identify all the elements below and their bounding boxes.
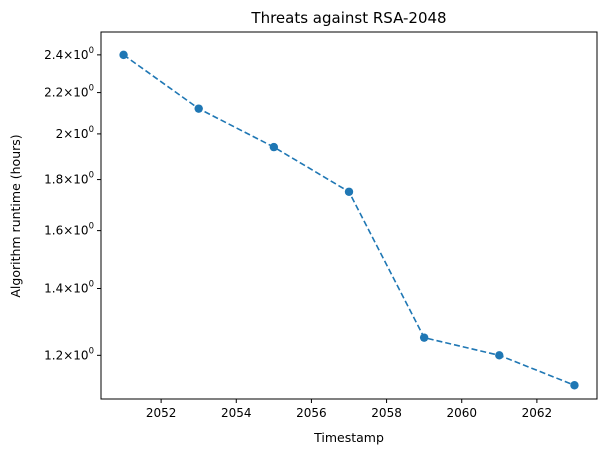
y-tick-label: 1.4×100 [44, 280, 94, 296]
x-tick-label: 2062 [522, 406, 553, 420]
data-point [495, 351, 504, 360]
x-tick-label: 2058 [371, 406, 402, 420]
y-tick-mantissa: 1.8 [44, 173, 63, 187]
chart-title: Threats against RSA-2048 [250, 9, 446, 27]
y-tick-exponent: 0 [89, 171, 94, 181]
y-tick-power-base: 10 [73, 224, 88, 238]
y-tick-mantissa: 2 [56, 127, 64, 141]
data-point [269, 142, 279, 152]
y-tick-power-base: 10 [73, 348, 88, 362]
y-axis-label: Algorithm runtime (hours) [8, 134, 23, 297]
data-point [119, 50, 128, 60]
y-tick-label: 2.4×100 [44, 46, 94, 62]
y-tick-mantissa: 2.4 [44, 48, 63, 62]
y-tick-label: 2.2×100 [44, 84, 94, 100]
x-axis-label: Timestamp [313, 430, 384, 445]
plot-frame [100, 31, 598, 400]
y-tick-exponent: 0 [89, 46, 94, 56]
y-tick-times: × [63, 348, 73, 362]
y-tick-power-base: 10 [73, 86, 88, 100]
plot-area [119, 50, 579, 390]
y-tick-power-base: 10 [73, 173, 88, 187]
x-tick-label: 2052 [146, 406, 177, 420]
y-tick-times: × [63, 48, 73, 62]
y-tick-mantissa: 1.6 [44, 224, 63, 238]
series-line [123, 54, 575, 386]
y-tick-times: × [63, 86, 73, 100]
data-point [570, 381, 579, 390]
y-tick-label: 1.2×100 [44, 346, 94, 362]
y-tick-power-base: 10 [73, 48, 88, 62]
y-tick-exponent: 0 [89, 222, 94, 232]
data-point [194, 104, 203, 113]
y-tick-times: × [63, 224, 73, 238]
y-tick-exponent: 0 [89, 125, 94, 135]
y-tick-label: 1.8×100 [44, 171, 94, 187]
y-tick-label: 1.6×100 [44, 222, 94, 238]
y-tick-power-base: 10 [73, 127, 88, 141]
y-tick-exponent: 0 [89, 280, 94, 290]
y-tick-exponent: 0 [89, 84, 94, 94]
y-tick-times: × [63, 282, 73, 296]
y-tick-exponent: 0 [89, 346, 94, 356]
x-axis: 2052 2054 2056 2058 2060 2062 [146, 399, 552, 420]
y-tick-mantissa: 1.4 [44, 282, 63, 296]
y-tick-times: × [63, 127, 73, 141]
y-tick-label: 2×100 [56, 125, 94, 141]
y-tick-mantissa: 2.2 [44, 86, 63, 100]
data-point [419, 333, 429, 342]
x-tick-label: 2054 [221, 406, 252, 420]
y-tick-power-base: 10 [73, 282, 88, 296]
x-tick-label: 2056 [296, 406, 327, 420]
y-axis: 1.2×1001.4×1001.6×1001.8×1002×1002.2×100… [44, 46, 101, 362]
y-tick-mantissa: 1.2 [44, 348, 63, 362]
y-tick-times: × [63, 173, 73, 187]
data-point [344, 187, 354, 196]
x-tick-label: 2060 [446, 406, 477, 420]
